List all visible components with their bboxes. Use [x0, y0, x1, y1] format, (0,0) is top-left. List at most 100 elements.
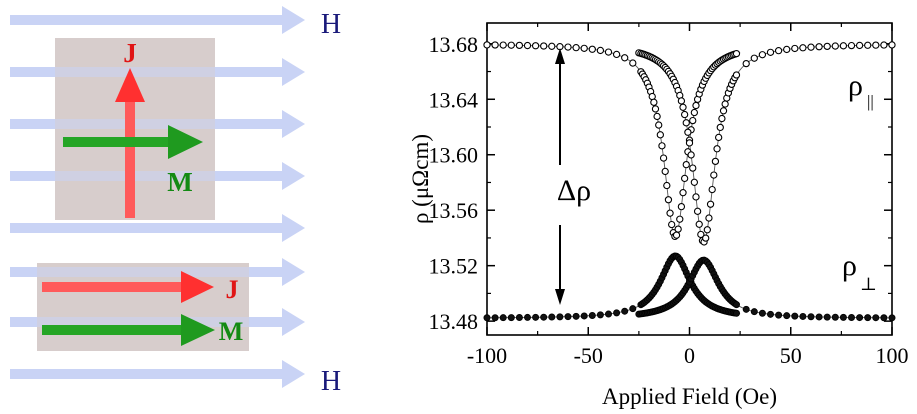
- y-tick-label: 13.56: [429, 198, 479, 223]
- data-point-filled: [758, 309, 766, 317]
- data-point-filled: [799, 312, 807, 320]
- delta-rho-arrowhead-down: [555, 289, 565, 305]
- magnetization-arrow-shaft-upper: [63, 137, 175, 147]
- data-point-open: [721, 100, 729, 108]
- data-point-open: [831, 42, 839, 50]
- data-point-open: [548, 42, 556, 50]
- x-tick-label: 50: [780, 343, 802, 368]
- data-point-filled: [742, 305, 750, 313]
- data-point-open: [742, 59, 750, 68]
- data-point-filled: [864, 314, 872, 322]
- current-arrow-head-vertical: [115, 68, 145, 102]
- x-tick-label: 100: [876, 343, 909, 368]
- current-arrow-shaft-vertical: [125, 100, 135, 218]
- data-point-open: [580, 44, 588, 52]
- data-point-open: [483, 41, 491, 49]
- rho-perp-annotation: ρ ⊥: [842, 249, 877, 294]
- data-point-filled: [750, 308, 758, 316]
- data-point-open: [692, 193, 700, 201]
- data-point-filled: [564, 313, 572, 321]
- data-point-filled: [540, 313, 548, 321]
- data-point-open: [716, 123, 724, 132]
- data-point-open: [656, 131, 664, 139]
- data-point-filled: [880, 314, 888, 322]
- data-point-open: [888, 41, 896, 49]
- data-point-open: [650, 98, 658, 106]
- data-point-open: [588, 45, 596, 53]
- y-tick-label: 13.64: [429, 87, 479, 112]
- data-point-filled: [856, 314, 864, 322]
- data-point-filled: [621, 307, 629, 315]
- data-point-open: [684, 128, 692, 136]
- data-point-open: [666, 209, 674, 217]
- x-tick-label: -100: [467, 343, 507, 368]
- data-point-filled: [775, 311, 783, 319]
- data-point-filled: [823, 313, 831, 321]
- y-tick-label: 13.60: [429, 143, 479, 168]
- series-curve: [486, 44, 741, 238]
- x-tick-label: -50: [574, 343, 603, 368]
- delta-rho-arrowhead-up: [555, 48, 565, 64]
- current-arrow-head-horizontal: [181, 271, 214, 303]
- data-point-filled: [815, 313, 823, 321]
- data-point-open: [706, 200, 715, 208]
- magnetization-label-lower: M: [219, 317, 244, 346]
- data-point-open: [677, 97, 686, 105]
- data-point-filled: [532, 313, 540, 321]
- data-point-filled: [831, 313, 839, 321]
- data-point-filled: [791, 312, 799, 320]
- data-point-filled: [839, 313, 847, 321]
- data-point-filled: [524, 313, 532, 321]
- data-point-open: [783, 45, 791, 54]
- data-point-open: [705, 214, 713, 222]
- data-point-filled: [605, 310, 613, 318]
- data-point-open: [799, 44, 807, 52]
- data-point-filled: [629, 305, 637, 313]
- data-point-filled: [732, 309, 740, 317]
- delta-rho-label: Δρ: [557, 174, 591, 207]
- current-label-upper: J: [123, 38, 137, 68]
- data-point-open: [507, 41, 515, 49]
- rho-parallel-label: ρ: [848, 69, 863, 102]
- data-point-filled: [613, 309, 621, 317]
- data-point-open: [695, 220, 703, 228]
- data-point-open: [621, 54, 629, 62]
- data-point-open: [658, 142, 666, 150]
- data-point-open: [629, 59, 637, 67]
- data-point-open: [864, 41, 872, 49]
- data-point-filled: [491, 314, 499, 322]
- y-axis-label: ρ (μΩcm): [408, 134, 433, 224]
- data-point-filled: [848, 313, 856, 321]
- data-point-filled: [580, 312, 588, 320]
- magnetization-arrow-head-upper: [168, 125, 203, 159]
- data-point-open: [674, 225, 682, 233]
- delta-rho-annotation: Δρ: [555, 48, 591, 305]
- data-point-open: [715, 133, 723, 142]
- current-arrow-shaft-horizontal: [42, 282, 187, 292]
- data-point-open: [664, 196, 673, 204]
- data-point-open: [702, 234, 710, 242]
- field-line-arrow: [10, 360, 305, 388]
- data-point-open: [668, 220, 676, 229]
- data-point-open: [661, 167, 669, 176]
- data-point-open: [677, 202, 686, 211]
- data-point-open: [663, 181, 671, 190]
- data-point-filled: [872, 314, 880, 322]
- sample-box-parallel: [37, 263, 249, 351]
- field-line-arrow: [10, 214, 305, 242]
- field-label-bottom: H: [321, 366, 341, 397]
- rho-perp-label: ρ: [842, 249, 857, 282]
- field-label-top: H: [321, 9, 341, 40]
- data-point-filled: [499, 314, 507, 322]
- data-point-open: [679, 103, 687, 111]
- data-point-open: [732, 71, 741, 79]
- data-point-open: [774, 47, 783, 55]
- rho-perp-subscript: ⊥: [860, 274, 877, 294]
- data-point-open: [651, 105, 660, 113]
- data-point-open: [491, 41, 499, 49]
- data-point-filled: [783, 312, 791, 320]
- data-point-filled: [507, 314, 515, 322]
- schematic: J M J M H H: [10, 6, 341, 397]
- data-point-open: [676, 215, 684, 223]
